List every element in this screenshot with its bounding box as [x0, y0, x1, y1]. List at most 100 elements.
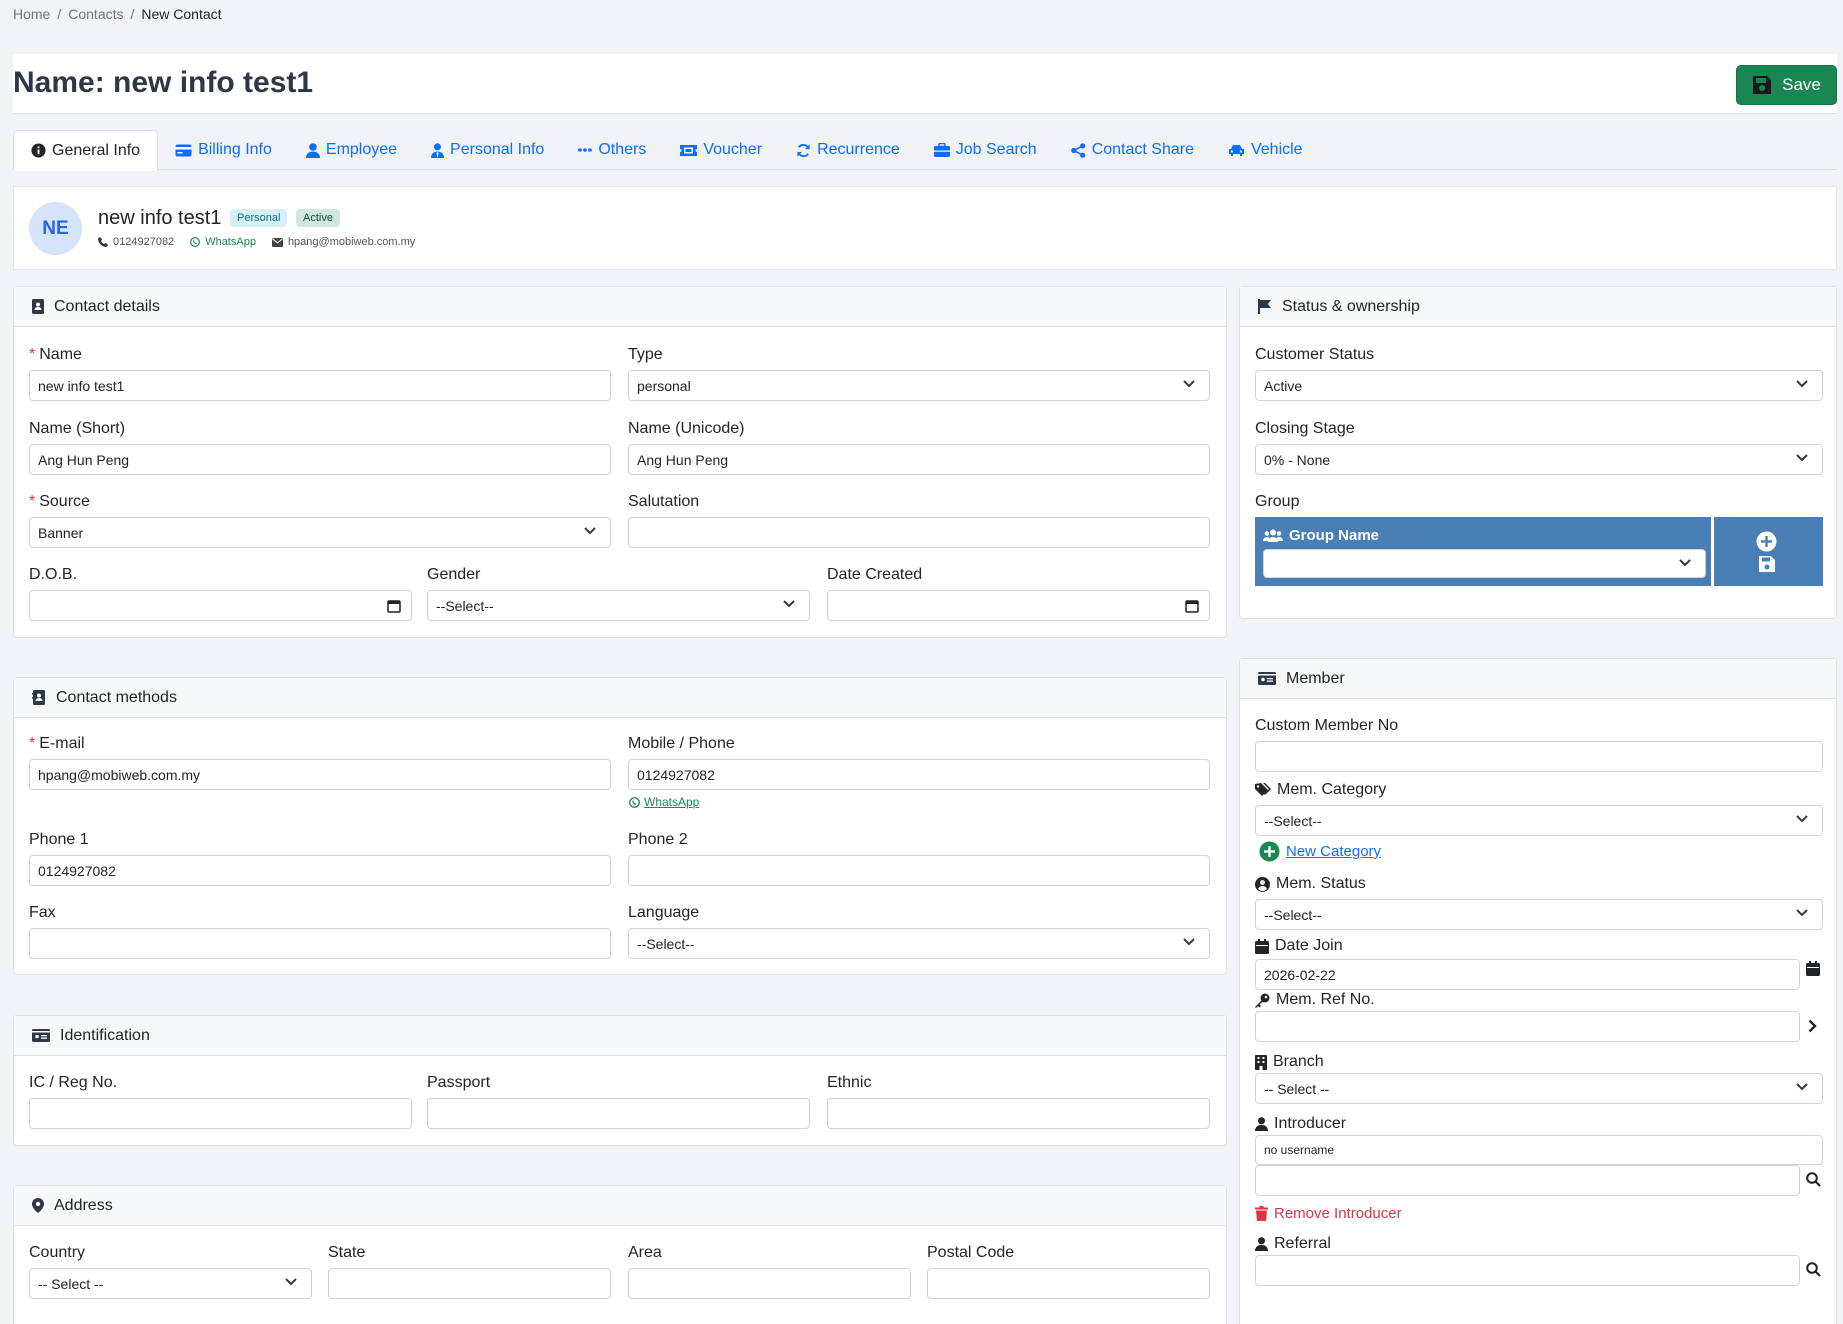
area-input[interactable]	[628, 1268, 911, 1299]
search-icon[interactable]	[1806, 1172, 1821, 1187]
closing-stage-select[interactable]: 0% - None	[1255, 444, 1823, 475]
mem-ref-input[interactable]	[1255, 1011, 1800, 1042]
plus-circle-icon[interactable]	[1756, 531, 1777, 552]
profile-name: new info test1	[98, 207, 222, 229]
dob-input[interactable]	[29, 590, 412, 621]
remove-introducer-button[interactable]: Remove Introducer	[1255, 1205, 1402, 1222]
name-label: * Name	[29, 346, 82, 363]
chevron-down-icon	[1796, 380, 1808, 388]
unicode-name-input[interactable]: Ang Hun Peng	[628, 444, 1210, 475]
chevron-down-icon	[1796, 454, 1808, 462]
salutation-input[interactable]	[628, 517, 1210, 548]
tab-personal-info[interactable]: Personal Info	[414, 130, 561, 170]
address-card: Address Country -- Select -- State Area …	[13, 1185, 1227, 1324]
group-name-select[interactable]	[1263, 549, 1706, 578]
name-input[interactable]: new info test1	[29, 370, 611, 401]
save-button[interactable]: Save	[1736, 65, 1837, 105]
avatar: NE	[29, 202, 82, 255]
tab-general-info[interactable]: General Info	[13, 130, 159, 171]
phone-icon	[98, 237, 108, 247]
search-icon[interactable]	[1806, 1262, 1821, 1277]
profile-whatsapp[interactable]: WhatsApp	[190, 236, 256, 248]
ticket-icon	[680, 144, 698, 156]
introducer-search-input[interactable]	[1255, 1165, 1800, 1196]
tab-others[interactable]: Others	[561, 130, 663, 170]
state-input[interactable]	[328, 1268, 611, 1299]
mem-category-label: Mem. Category	[1255, 781, 1386, 799]
introducer-display: no username	[1255, 1135, 1823, 1165]
tab-bar: General Info Billing Info Employee Perso…	[13, 130, 1837, 171]
type-select[interactable]: personal	[628, 370, 1210, 401]
new-category-link[interactable]: New Category	[1259, 841, 1381, 862]
short-name-input[interactable]: Ang Hun Peng	[29, 444, 611, 475]
tab-recurrence[interactable]: Recurrence	[779, 130, 917, 170]
page-title: Name: new info test1	[13, 66, 314, 99]
language-select[interactable]: --Select--	[628, 928, 1210, 959]
breadcrumb-current: New Contact	[141, 6, 222, 22]
tab-contact-share[interactable]: Contact Share	[1054, 130, 1211, 170]
date-created-label: Date Created	[827, 566, 923, 583]
ethnic-input[interactable]	[827, 1098, 1210, 1129]
tab-voucher[interactable]: Voucher	[663, 130, 779, 170]
mem-category-select[interactable]: --Select--	[1255, 805, 1823, 836]
referral-search-input[interactable]	[1255, 1255, 1800, 1286]
sync-icon	[797, 143, 810, 157]
contact-methods-header: Contact methods	[14, 678, 1226, 718]
ic-input[interactable]	[29, 1098, 412, 1129]
profile-phone[interactable]: 0124927082	[98, 236, 174, 248]
phone2-input[interactable]	[628, 855, 1210, 886]
state-label: State	[328, 1244, 366, 1261]
ellipsis-icon	[578, 148, 593, 152]
country-select[interactable]: -- Select --	[29, 1268, 312, 1299]
postal-code-input[interactable]	[927, 1268, 1210, 1299]
calendar-icon[interactable]	[387, 599, 401, 613]
floppy-disk-icon[interactable]	[1758, 555, 1776, 573]
phone1-input[interactable]: 0124927082	[29, 855, 611, 886]
source-select[interactable]: Banner	[29, 517, 611, 548]
phone2-label: Phone 2	[628, 831, 688, 848]
passport-input[interactable]	[427, 1098, 810, 1129]
profile-meta: 0124927082 WhatsApp hpang@mobiweb.com.my	[98, 236, 415, 248]
date-created-input[interactable]	[827, 590, 1210, 621]
user-icon	[1255, 1117, 1268, 1131]
whatsapp-link[interactable]: WhatsApp	[629, 795, 699, 809]
share-icon	[1070, 142, 1086, 158]
mem-ref-label: Mem. Ref No.	[1255, 991, 1375, 1009]
floppy-disk-icon	[1753, 76, 1772, 94]
chevron-down-icon	[1796, 1083, 1808, 1091]
date-join-input[interactable]: 2026-02-22	[1255, 959, 1800, 990]
fax-input[interactable]	[29, 928, 611, 959]
group-name-label: Group Name	[1263, 527, 1379, 544]
custom-member-no-input[interactable]	[1255, 741, 1823, 772]
group-label: Group	[1255, 493, 1300, 510]
calendar-icon[interactable]	[1185, 599, 1199, 613]
ethnic-label: Ethnic	[827, 1074, 872, 1091]
breadcrumb-home[interactable]: Home	[13, 6, 51, 22]
customer-status-select[interactable]: Active	[1255, 370, 1823, 401]
branch-select[interactable]: -- Select --	[1255, 1073, 1823, 1104]
custom-member-no-label: Custom Member No	[1255, 717, 1399, 734]
email-input[interactable]: hpang@mobiweb.com.my	[29, 759, 611, 790]
tab-vehicle[interactable]: Vehicle	[1211, 130, 1320, 170]
gender-select[interactable]: --Select--	[427, 590, 810, 621]
chevron-right-icon[interactable]	[1808, 1019, 1817, 1033]
chevron-down-icon	[285, 1278, 297, 1286]
tab-employee[interactable]: Employee	[289, 130, 414, 170]
chevron-down-icon	[1796, 815, 1808, 823]
address-header: Address	[14, 1186, 1226, 1226]
profile-email[interactable]: hpang@mobiweb.com.my	[271, 236, 415, 248]
contact-methods-card: Contact methods * E-mail hpang@mobiweb.co…	[13, 677, 1227, 975]
referral-label: Referral	[1255, 1235, 1331, 1253]
fax-label: Fax	[29, 904, 56, 921]
building-icon	[1255, 1054, 1267, 1070]
breadcrumb-contacts[interactable]: Contacts	[68, 6, 124, 22]
tab-job-search[interactable]: Job Search	[917, 130, 1054, 170]
salutation-label: Salutation	[628, 493, 700, 510]
mobile-input[interactable]: 0124927082	[628, 759, 1210, 790]
chevron-down-icon	[1183, 938, 1195, 946]
mem-status-select[interactable]: --Select--	[1255, 899, 1823, 930]
calendar-icon	[1255, 938, 1269, 954]
calendar-icon[interactable]	[1806, 961, 1820, 976]
phone1-label: Phone 1	[29, 831, 89, 848]
tab-billing-info[interactable]: Billing Info	[158, 130, 289, 170]
